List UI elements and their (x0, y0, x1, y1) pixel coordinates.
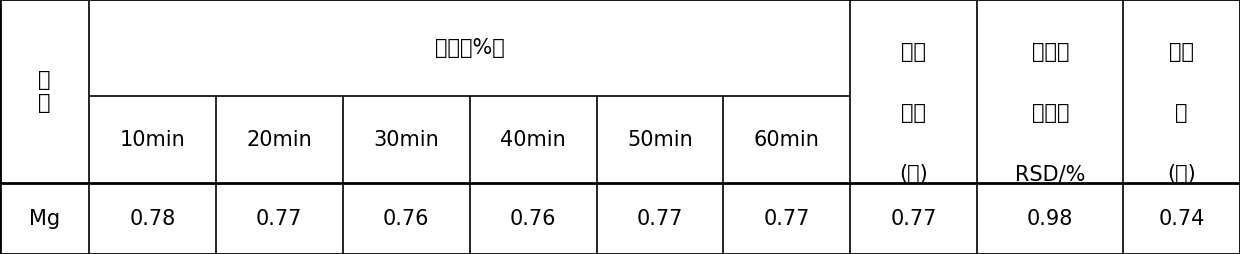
Text: 0.77: 0.77 (255, 209, 303, 228)
Text: 0.78: 0.78 (129, 209, 175, 228)
Text: 相对标: 相对标 (1032, 42, 1069, 62)
Text: 0.77: 0.77 (637, 209, 683, 228)
Text: 准偏差: 准偏差 (1032, 103, 1069, 123)
Text: 元
素: 元 素 (38, 70, 51, 113)
Text: 60min: 60min (754, 130, 820, 150)
Text: 0.76: 0.76 (383, 209, 429, 228)
Text: 10min: 10min (119, 130, 185, 150)
Text: 20min: 20min (247, 130, 312, 150)
Text: 含量: 含量 (901, 103, 926, 123)
Text: 0.98: 0.98 (1027, 209, 1074, 228)
Text: 0.77: 0.77 (764, 209, 810, 228)
Text: 含量（%）: 含量（%） (435, 38, 505, 58)
Text: 値: 値 (1176, 103, 1188, 123)
Text: 50min: 50min (627, 130, 693, 150)
Text: (％): (％) (1167, 164, 1197, 184)
Text: RSD/%: RSD/% (1016, 164, 1085, 184)
Text: 0.77: 0.77 (890, 209, 937, 228)
Text: 40min: 40min (500, 130, 565, 150)
Text: 标准: 标准 (1169, 42, 1194, 62)
Text: 平均: 平均 (901, 42, 926, 62)
Text: 0.76: 0.76 (510, 209, 557, 228)
Text: Mg: Mg (29, 209, 60, 228)
Text: (％): (％) (899, 164, 929, 184)
Text: 30min: 30min (373, 130, 439, 150)
Text: 0.74: 0.74 (1158, 209, 1205, 228)
